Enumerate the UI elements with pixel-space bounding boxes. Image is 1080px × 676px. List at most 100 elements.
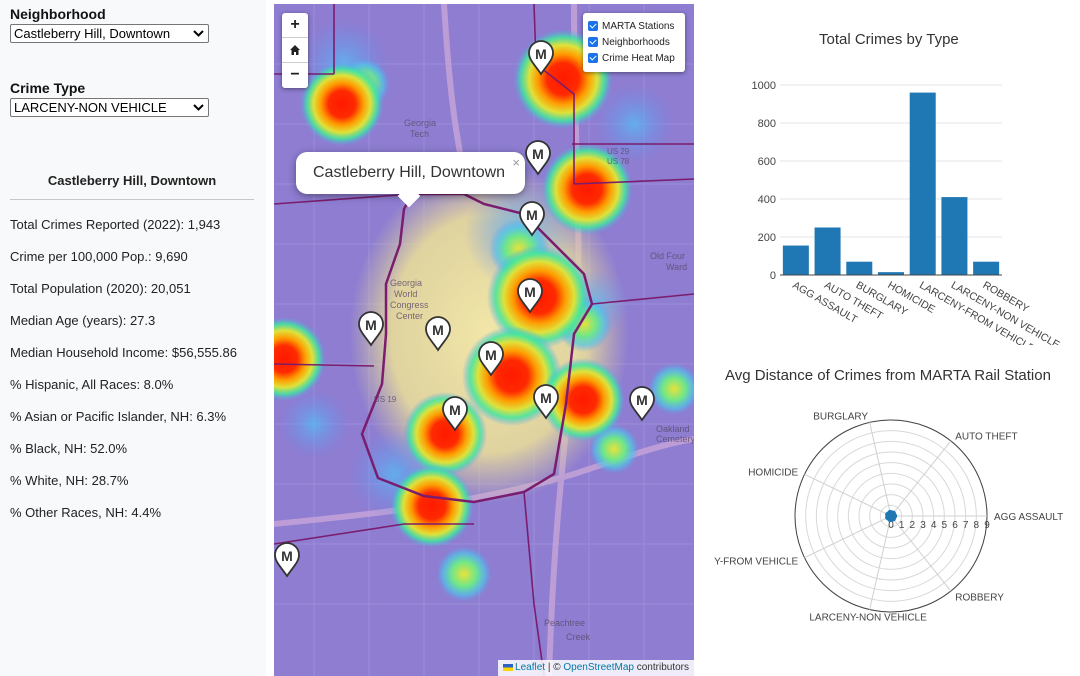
marker-letter: M bbox=[636, 392, 648, 408]
map-attribution: Leaflet | © OpenStreetMap contributors bbox=[498, 660, 694, 676]
marta-station-marker[interactable]: M bbox=[442, 396, 468, 432]
angular-label: HOMICIDE bbox=[748, 467, 798, 478]
marta-station-markers: M M M M M M M M M M M bbox=[274, 40, 655, 578]
marker-letter: M bbox=[432, 322, 444, 338]
svg-text:US 29: US 29 bbox=[607, 147, 630, 156]
radial-tick-label: 9 bbox=[984, 520, 990, 531]
neighborhood-popup: Castleberry Hill, Downtown × bbox=[296, 152, 525, 208]
y-tick-label: 400 bbox=[758, 194, 776, 206]
marta-station-marker[interactable]: M bbox=[425, 316, 451, 352]
layer-toggle-marta[interactable]: MARTA Stations bbox=[588, 18, 685, 34]
marta-station-marker[interactable]: M bbox=[519, 201, 545, 237]
chevron-down-icon bbox=[193, 30, 204, 37]
layer-label: Neighborhoods bbox=[602, 36, 670, 48]
neighborhood-select[interactable]: Castleberry Hill, Downtown bbox=[10, 24, 209, 43]
polar-chart-title: Avg Distance of Crimes from MARTA Rail S… bbox=[725, 367, 1051, 384]
marta-station-marker[interactable]: M bbox=[517, 278, 543, 314]
neighborhood-label: Neighborhood bbox=[10, 6, 106, 22]
marker-letter: M bbox=[485, 347, 497, 363]
chevron-down-icon bbox=[193, 104, 204, 111]
marker-letter: M bbox=[535, 46, 547, 62]
stat-crime-per-100k: Crime per 100,000 Pop.: 9,690 bbox=[10, 249, 188, 264]
marta-station-marker[interactable]: M bbox=[358, 311, 384, 347]
zoom-out-button[interactable]: − bbox=[290, 66, 300, 83]
angular-label: AUTO THEFT bbox=[955, 431, 1017, 442]
polar-spoke bbox=[804, 473, 892, 517]
crime-type-label: Crime Type bbox=[10, 80, 86, 96]
polar-chart[interactable]: AGG ASSAULT AUTO THEFT BURGLARY HOMICIDE Y-F… bbox=[714, 398, 1074, 638]
y-tick-label: 200 bbox=[758, 232, 776, 244]
popup-close-button[interactable]: × bbox=[512, 155, 520, 170]
bar-agg-assault[interactable] bbox=[782, 245, 809, 275]
bar-larceny-from-vehicle[interactable] bbox=[909, 92, 936, 275]
zoom-in-button[interactable]: + bbox=[282, 13, 308, 38]
stat-total-crimes: Total Crimes Reported (2022): 1,943 bbox=[10, 217, 221, 232]
marker-letter: M bbox=[281, 548, 293, 564]
marta-station-marker[interactable]: M bbox=[525, 140, 551, 176]
crime-type-select[interactable]: LARCENY-NON VEHICLE bbox=[10, 98, 209, 117]
marta-station-marker[interactable]: M bbox=[629, 386, 655, 422]
radial-tick-label: 5 bbox=[942, 520, 948, 531]
marta-station-marker[interactable]: M bbox=[528, 40, 554, 76]
polar-point[interactable] bbox=[889, 515, 896, 522]
layer-toggle-heatmap[interactable]: Crime Heat Map bbox=[588, 50, 685, 66]
marta-station-marker[interactable]: M bbox=[533, 384, 559, 420]
leaflet-link[interactable]: Leaflet bbox=[515, 662, 546, 673]
bar-larceny-non-vehicle[interactable] bbox=[941, 197, 968, 275]
checkbox-checked-icon[interactable] bbox=[588, 53, 598, 63]
bar-burglary[interactable] bbox=[846, 261, 873, 275]
marker-letter: M bbox=[524, 284, 536, 300]
marker-letter: M bbox=[526, 207, 538, 223]
layer-toggle-neighborhoods[interactable]: Neighborhoods bbox=[588, 34, 685, 50]
y-tick-label: 600 bbox=[758, 156, 776, 168]
radial-tick-label: 1 bbox=[899, 520, 905, 531]
layer-label: MARTA Stations bbox=[602, 20, 675, 32]
bar-homicide[interactable] bbox=[877, 272, 905, 275]
svg-text:Peachtree: Peachtree bbox=[544, 618, 585, 628]
y-tick-label: 800 bbox=[758, 118, 776, 130]
marker-letter: M bbox=[540, 390, 552, 406]
angular-label: LARCENY-NON VEHICLE bbox=[809, 612, 927, 623]
y-tick-label: 1000 bbox=[752, 80, 776, 92]
svg-text:US 19: US 19 bbox=[374, 395, 397, 404]
bar-robbery[interactable] bbox=[973, 261, 1000, 275]
osm-link[interactable]: OpenStreetMap bbox=[563, 662, 634, 673]
marta-station-marker[interactable]: M bbox=[478, 341, 504, 377]
zoom-control: + − bbox=[282, 13, 308, 88]
bar-auto-theft[interactable] bbox=[814, 227, 841, 276]
crime-heat-map[interactable]: Georgia Tech Georgia World Congress Center O… bbox=[274, 4, 694, 676]
svg-text:Tech: Tech bbox=[410, 129, 429, 139]
radial-tick-label: 4 bbox=[931, 520, 937, 531]
polar-spoke bbox=[890, 515, 952, 592]
svg-text:Ward: Ward bbox=[666, 262, 687, 272]
stat-pct-black: % Black, NH: 52.0% bbox=[10, 441, 128, 456]
bar-chart-title: Total Crimes by Type bbox=[819, 31, 959, 48]
polar-spoke bbox=[890, 440, 952, 517]
layer-label: Crime Heat Map bbox=[602, 52, 675, 64]
polar-spoke bbox=[869, 515, 892, 610]
marta-station-marker[interactable]: M bbox=[274, 542, 300, 578]
radial-tick-label: 6 bbox=[952, 520, 958, 531]
crime-type-select-value: LARCENY-NON VEHICLE bbox=[14, 100, 167, 115]
marker-letter: M bbox=[532, 146, 544, 162]
y-tick-label: 0 bbox=[770, 270, 776, 282]
popup-text: Castleberry Hill, Downtown bbox=[313, 164, 506, 181]
home-button[interactable] bbox=[282, 38, 308, 63]
polar-spoke bbox=[804, 515, 892, 559]
attribution-separator: | © bbox=[545, 662, 564, 673]
radial-tick-label: 2 bbox=[910, 520, 916, 531]
svg-text:Georgia: Georgia bbox=[390, 278, 422, 288]
radial-tick-label: 3 bbox=[920, 520, 926, 531]
angular-label: ROBBERY bbox=[955, 593, 1004, 604]
angular-label: Y-FROM VEHICLE bbox=[714, 557, 798, 568]
stats-title: Castleberry Hill, Downtown bbox=[47, 173, 217, 188]
radial-tick-label: 7 bbox=[963, 520, 969, 531]
checkbox-checked-icon[interactable] bbox=[588, 21, 598, 31]
marker-letter: M bbox=[449, 402, 461, 418]
stat-pct-other: % Other Races, NH: 4.4% bbox=[10, 505, 161, 520]
stat-pct-asian: % Asian or Pacific Islander, NH: 6.3% bbox=[10, 409, 227, 424]
checkbox-checked-icon[interactable] bbox=[588, 37, 598, 47]
